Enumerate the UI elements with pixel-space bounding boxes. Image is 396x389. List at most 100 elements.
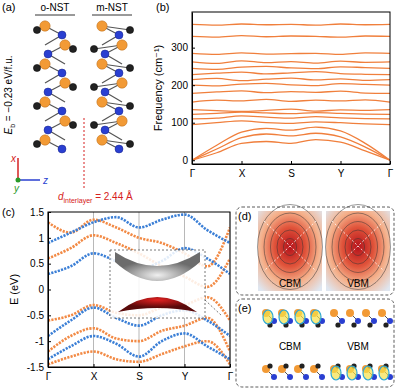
atom-n [101, 50, 109, 58]
atom-s [126, 26, 133, 33]
axis-title: Frequency (cm⁻¹) [152, 45, 164, 132]
atom-s [126, 64, 133, 71]
contour-line [352, 239, 365, 256]
atom-s [69, 121, 76, 128]
k-line [332, 221, 384, 271]
atom-s [69, 83, 76, 90]
contour-line [326, 205, 391, 290]
k-line [332, 221, 384, 271]
tick-label: -1 [35, 336, 44, 347]
atom-te [117, 116, 127, 126]
band-line [192, 24, 390, 25]
atom-n [387, 318, 393, 324]
text: = 2.44 Å [92, 190, 133, 202]
axis-name: x [10, 153, 17, 164]
contour-line [264, 213, 316, 281]
axis-arrow [18, 179, 40, 181]
map-label: CBM [279, 341, 301, 352]
atom-te [117, 78, 127, 88]
band-line [192, 72, 390, 75]
plot-frame [48, 212, 230, 367]
chart: ΓXSYΓ0100200300Frequency (cm⁻¹) [152, 12, 394, 179]
band-line [48, 333, 230, 359]
subscript: interlayer [64, 197, 93, 205]
atom-n [271, 374, 277, 380]
atom-n [355, 318, 361, 324]
atom-s [126, 102, 133, 109]
atom-n [58, 69, 66, 77]
atom-s [335, 322, 340, 327]
atom-n [101, 88, 109, 96]
tick-label: 100 [171, 117, 188, 128]
charge-panel: CBM VBM [236, 299, 394, 387]
panel-label: (e) [238, 302, 251, 314]
panel-label: (b) [156, 1, 169, 13]
atom-te [60, 116, 70, 126]
band-line [192, 53, 390, 55]
atom-s [90, 45, 97, 52]
tick-label: 0 [38, 284, 44, 295]
band-line [192, 127, 390, 160]
axis-origin [16, 178, 21, 183]
atom-n [44, 88, 52, 96]
atom-n [115, 69, 123, 77]
map-label: VBM [347, 341, 369, 352]
tick-label: 300 [171, 42, 188, 53]
band-line [48, 215, 230, 243]
atom-n [287, 374, 293, 380]
atom-s [267, 363, 272, 368]
tick: 200 [171, 80, 195, 91]
contour-line [277, 230, 303, 264]
cbm-surface [115, 252, 200, 281]
tick: 1 [38, 233, 51, 244]
band-line [192, 91, 390, 94]
panel-label: (d) [238, 210, 251, 222]
atom-te [40, 135, 50, 145]
chart: ΓXSYΓ-1.5-1-0.500.511.5E (eV) [8, 207, 234, 382]
annotation: Eb = −0.23 eV/f.u. [3, 56, 16, 135]
tick-label: X [91, 371, 98, 382]
tick: 300 [171, 42, 195, 53]
text: = −0.23 eV/f.u. [3, 56, 14, 124]
tick-label: S [136, 371, 143, 382]
atom-te [378, 309, 386, 317]
band-line [48, 318, 230, 352]
charge-lobe [379, 366, 389, 380]
atom-n [101, 126, 109, 134]
contour-line [284, 239, 297, 256]
axis-arrow [17, 158, 19, 180]
atom-n [303, 374, 309, 380]
tick-label: 1.5 [30, 207, 44, 218]
tick-label: X [239, 168, 246, 179]
band-line [192, 99, 390, 102]
atom-te [40, 97, 50, 107]
charge-lobe [311, 310, 321, 324]
charge-lobe [331, 366, 341, 380]
atom-s [299, 363, 304, 368]
plot-area [48, 215, 230, 365]
band-line [192, 83, 390, 86]
charge-lobe [347, 366, 357, 380]
atom-n [339, 318, 345, 324]
band-line [192, 116, 390, 119]
atom-s [33, 26, 40, 33]
tick-label: Γ [46, 371, 52, 382]
k-line [264, 221, 316, 271]
tick-label: 200 [171, 80, 188, 91]
tick-label: Γ [190, 168, 196, 179]
k-line [264, 221, 316, 271]
charge-lobe [263, 310, 273, 324]
atom-n [44, 126, 52, 134]
charge-lobe [295, 310, 305, 324]
tick-label: 1 [38, 233, 44, 244]
annotation: dinterlayer = 2.44 Å [58, 190, 133, 205]
interlayer-line [84, 118, 85, 190]
map-label: CBM [279, 278, 301, 289]
tick-label: -1.5 [27, 362, 45, 373]
atom-te [330, 309, 338, 317]
tick-label: Y [338, 168, 345, 179]
atom-s [33, 64, 40, 71]
atom-n [58, 107, 66, 115]
tick: 0 [38, 284, 51, 295]
axis-name: y [13, 183, 20, 194]
